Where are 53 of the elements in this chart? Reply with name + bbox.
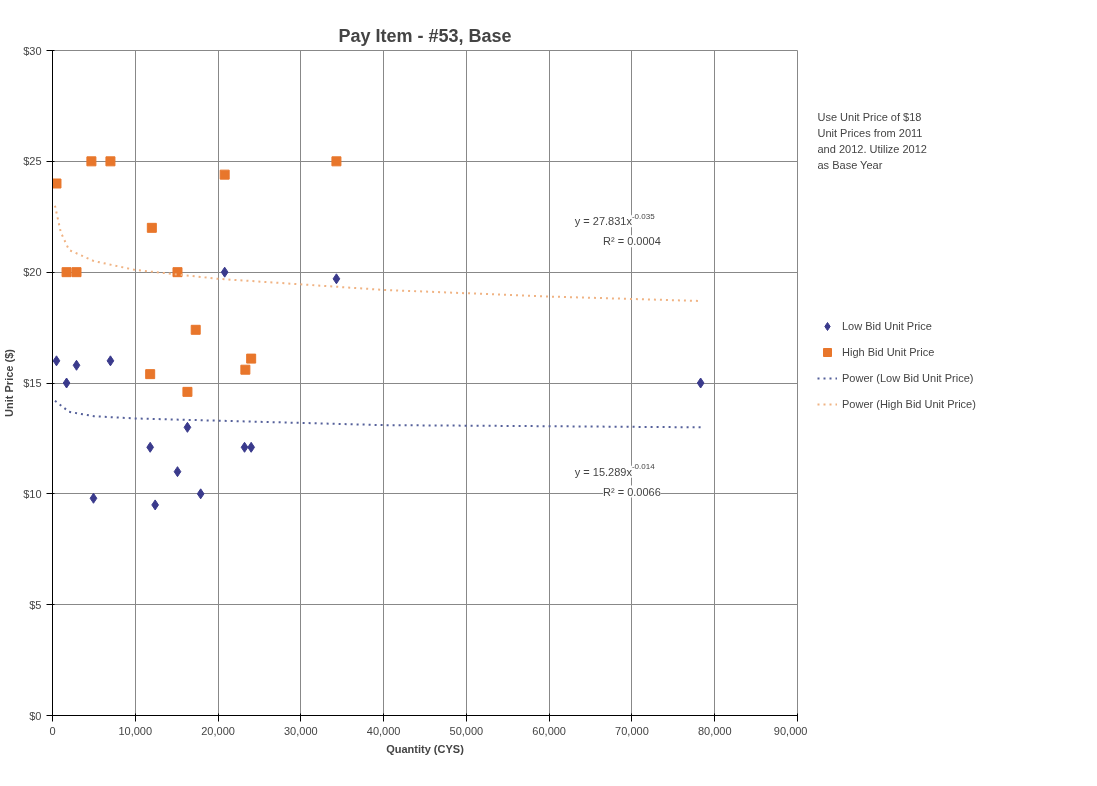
x-tick-label: 90,000: [773, 724, 808, 737]
point: [52, 355, 61, 367]
point: [71, 267, 82, 278]
point: [106, 355, 115, 367]
legend-label: Power (High Bid Unit Price): [842, 398, 976, 410]
legend-label: Power (Low Bid Unit Price): [842, 372, 974, 384]
x-tick-label: 0: [49, 724, 56, 737]
line-series: [53, 399, 702, 429]
y-tick-label: $0: [29, 709, 42, 722]
y-tick-label: $10: [23, 487, 42, 500]
point: [696, 377, 705, 389]
point: [72, 359, 81, 371]
point: [146, 441, 155, 453]
point: [173, 466, 182, 478]
point: [331, 156, 342, 167]
point: [86, 156, 97, 167]
y-tick-label: $20: [23, 266, 42, 279]
text: Use Unit Price of $18 Unit Prices from 2011 and 2012. Utilize 2012 as Base Year: [817, 110, 927, 171]
y-tick-label: $30: [23, 44, 42, 57]
point: [220, 266, 229, 278]
point: [183, 421, 192, 433]
legend-label: High Bid Unit Price: [842, 346, 935, 358]
x-tick-label: 60,000: [532, 724, 566, 737]
y-tick-label: $5: [29, 598, 42, 611]
point: [196, 488, 205, 500]
point: [332, 273, 341, 285]
y-tick-label: $15: [23, 377, 42, 389]
point: [172, 267, 183, 278]
point: [52, 178, 62, 189]
point: [190, 324, 201, 335]
point: [246, 353, 257, 364]
point: [146, 222, 157, 233]
x-tick-label: 40,000: [366, 724, 401, 737]
point: [105, 156, 116, 167]
point: [240, 441, 249, 453]
x-tick-label: 20,000: [201, 724, 235, 737]
x-axis-title: Quantity (CYS): [386, 742, 465, 755]
point: [62, 377, 71, 389]
point: [145, 369, 156, 380]
y-axis-title: Unit Price ($): [3, 348, 16, 417]
point: [61, 267, 72, 278]
point: [182, 386, 193, 397]
x-tick-label: 50,000: [449, 724, 484, 737]
point: [240, 364, 251, 375]
x-tick-label: 30,000: [284, 724, 318, 737]
legend-label: Low Bid Unit Price: [842, 320, 932, 332]
x-tick-label: 70,000: [615, 724, 649, 737]
x-tick-label: 10,000: [118, 724, 153, 737]
y-tick-label: $25: [23, 155, 42, 168]
point: [89, 492, 98, 504]
chart-title: Pay Item - #53, Base: [338, 25, 512, 46]
point: [219, 169, 230, 180]
x-tick-label: 80,000: [697, 724, 732, 737]
